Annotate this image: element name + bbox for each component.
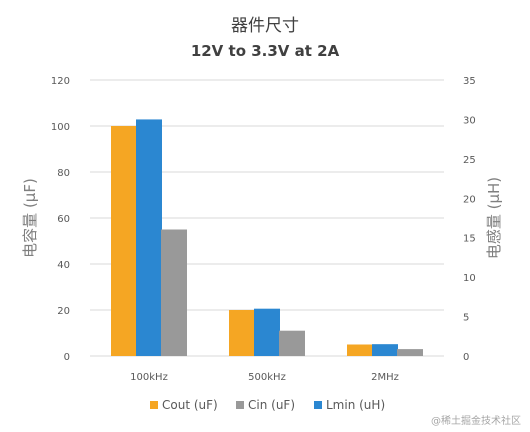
- bar: [372, 344, 398, 356]
- category-label: 500kHz: [248, 372, 286, 383]
- right-tick-label: 0: [463, 352, 469, 363]
- left-tick-label: 120: [51, 76, 70, 87]
- legend-label: Cout (uF): [162, 398, 218, 412]
- watermark: @稀土掘金技术社区: [431, 414, 521, 427]
- legend-swatch: [236, 401, 244, 409]
- legend: Cout (uF) Cin (uF) Lmin (uH): [150, 398, 385, 412]
- left-tick-label: 0: [64, 352, 70, 363]
- left-tick-label: 40: [57, 260, 70, 271]
- right-tick-label: 10: [463, 273, 476, 284]
- left-tick-label: 20: [57, 306, 70, 317]
- bar: [161, 229, 187, 356]
- category-label: 100kHz: [130, 372, 168, 383]
- right-tick-label: 20: [463, 194, 476, 205]
- bar: [136, 119, 162, 356]
- legend-label: Cin (uF): [248, 398, 295, 412]
- left-axis-ticks: 0 20 40 60 80 100 120: [51, 76, 70, 363]
- right-tick-label: 5: [463, 313, 469, 324]
- bar: [254, 308, 280, 356]
- bar: [347, 344, 373, 356]
- right-tick-label: 30: [463, 115, 476, 126]
- bar: [397, 349, 423, 356]
- left-tick-label: 80: [57, 168, 70, 179]
- right-axis-ticks: 0 5 10 15 20 25 30 35: [463, 76, 476, 363]
- left-axis-title: 电容量 (μF): [21, 178, 39, 258]
- legend-swatch: [150, 401, 158, 409]
- left-tick-label: 60: [57, 214, 70, 225]
- legend-label: Lmin (uH): [326, 398, 385, 412]
- bar: [111, 126, 137, 356]
- bars: [111, 119, 423, 356]
- category-label: 2MHz: [371, 372, 399, 383]
- right-tick-label: 25: [463, 155, 476, 166]
- legend-swatch: [314, 401, 322, 409]
- right-tick-label: 35: [463, 76, 476, 87]
- bar: [279, 330, 305, 356]
- chart-subtitle: 12V to 3.3V at 2A: [191, 42, 340, 60]
- category-labels: 100kHz 500kHz 2MHz: [130, 372, 399, 383]
- right-axis-title: 电感量 (μH): [485, 177, 503, 259]
- chart-title: 器件尺寸: [231, 16, 299, 36]
- bar: [229, 310, 255, 356]
- right-tick-label: 15: [463, 234, 476, 245]
- left-tick-label: 100: [51, 122, 70, 133]
